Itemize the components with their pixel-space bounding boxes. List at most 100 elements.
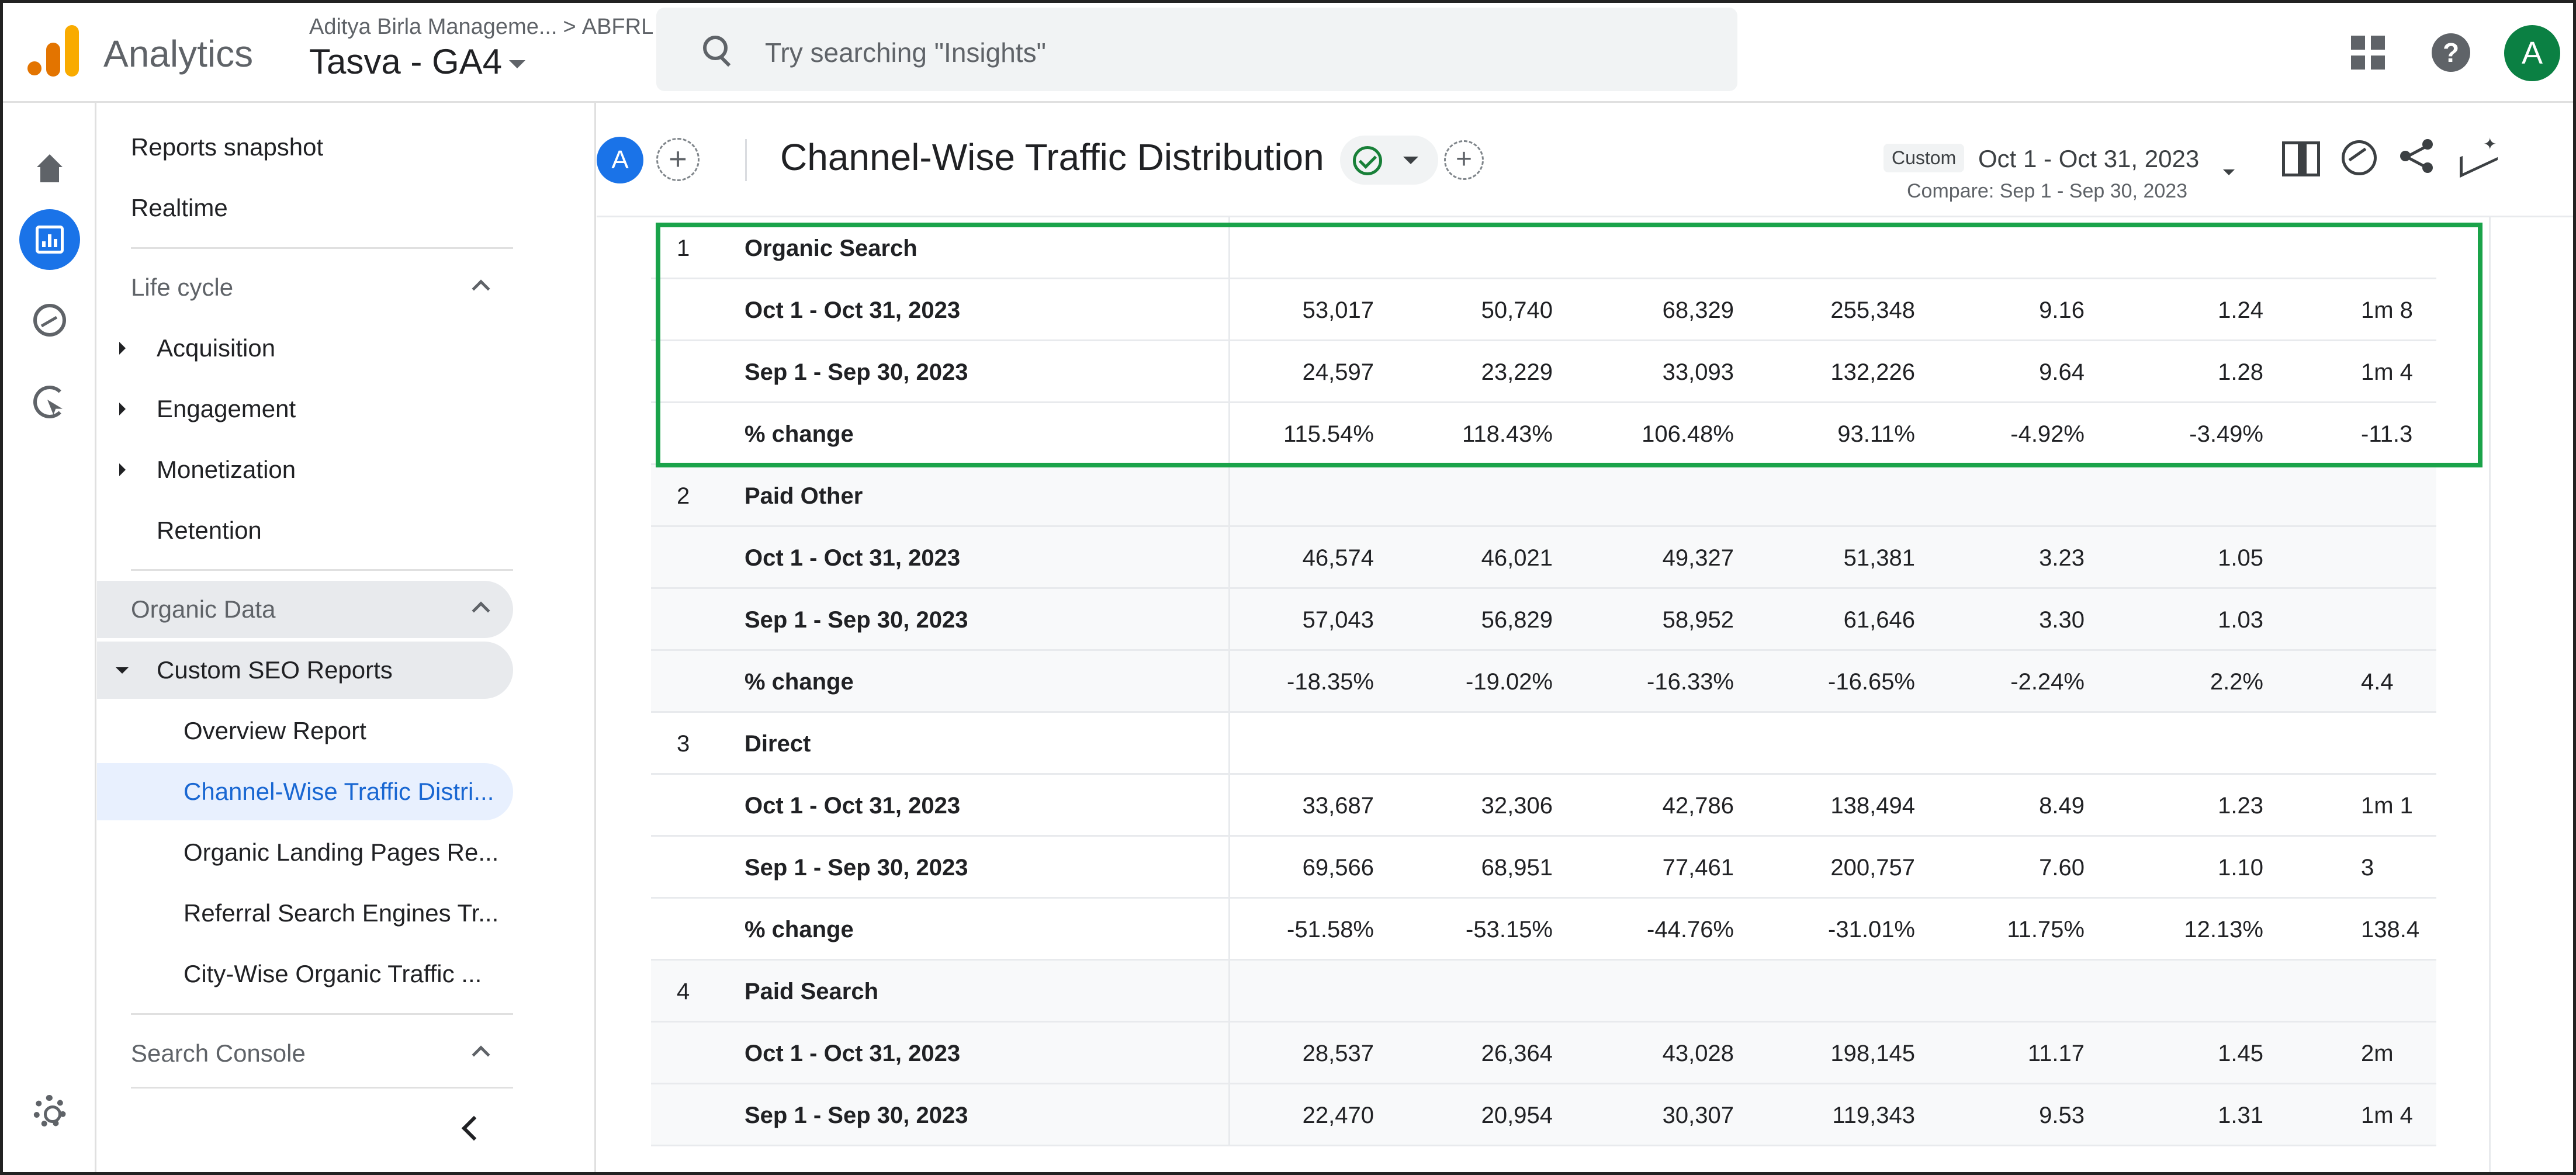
nav-acquisition[interactable]: Acquisition (97, 320, 513, 377)
reports-icon (36, 226, 64, 254)
metric-cell: -19.02% (1466, 669, 1553, 695)
nav-monetization[interactable]: Monetization (97, 441, 513, 498)
share-icon[interactable] (2399, 138, 2436, 175)
metric-cell: 46,574 (1302, 545, 1374, 571)
date-range-label: % change (745, 917, 854, 942)
metric-cell: 26,364 (1481, 1041, 1553, 1066)
metric-cell: 33,093 (1662, 359, 1734, 385)
advertising-icon (33, 386, 66, 418)
nav-overview-report[interactable]: Overview Report (97, 702, 513, 760)
rail-advertising-button[interactable] (19, 372, 80, 432)
search-bar[interactable]: Try searching "Insights" (656, 8, 1737, 91)
nav-label: Organic Data (131, 595, 276, 623)
apps-grid-icon[interactable] (2351, 36, 2385, 70)
report-title: Channel-Wise Traffic Distribution (780, 136, 1324, 178)
compare-icon[interactable] (2279, 138, 2320, 176)
account-breadcrumb[interactable]: Aditya Birla Manageme... > ABFRL (309, 15, 653, 40)
metric-cell: 33,687 (1302, 793, 1374, 819)
table-row[interactable]: Oct 1 - Oct 31, 2023 53,017 50,740 68,329 25… (651, 279, 2436, 341)
row-number: 4 (677, 979, 690, 1004)
nav-engagement[interactable]: Engagement (97, 380, 513, 438)
date-range-picker[interactable]: Oct 1 - Oct 31, 2023 (1978, 145, 2200, 172)
metric-cell: 42,786 (1662, 793, 1734, 819)
nav-label: Retention (157, 517, 262, 544)
search-input[interactable]: Try searching "Insights" (765, 37, 1046, 68)
nav-label: City-Wise Organic Traffic ... (183, 960, 482, 987)
channel-group-row[interactable]: 4 Paid Search (651, 961, 2436, 1023)
nav-realtime[interactable]: Realtime (97, 179, 513, 237)
metric-cell: 1.23 (2218, 793, 2263, 819)
nav-section-search-console[interactable]: Search Console (97, 1025, 513, 1082)
nav-custom-seo-reports[interactable]: Custom SEO Reports (97, 642, 513, 699)
metric-cell: 57,043 (1302, 607, 1374, 633)
nav-label: Overview Report (183, 717, 366, 744)
compare-range[interactable]: Compare: Sep 1 - Sep 30, 2023 (1907, 180, 2188, 202)
nav-section-organic-data[interactable]: Organic Data (97, 581, 513, 638)
table-row[interactable]: % change -18.35% -19.02% -16.33% -16.65% -2.2… (651, 651, 2436, 713)
add-filter-button[interactable]: + (1444, 140, 1484, 180)
metric-cell: -11.3 (2361, 421, 2413, 447)
nav-referral-search-engines[interactable]: Referral Search Engines Tr... (97, 885, 513, 942)
metric-cell: 1m 1 (2361, 793, 2413, 819)
help-icon[interactable]: ? (2432, 33, 2470, 72)
table-row[interactable]: Sep 1 - Sep 30, 2023 22,470 20,954 30,307 11… (651, 1084, 2436, 1146)
metric-cell: 77,461 (1662, 855, 1734, 881)
date-chip[interactable]: Custom (1883, 144, 1965, 172)
metric-cell: 56,829 (1481, 607, 1553, 633)
table-row[interactable]: Sep 1 - Sep 30, 2023 69,566 68,951 77,461 20… (651, 837, 2436, 899)
chevron-up-icon (472, 279, 490, 298)
table-row[interactable]: Oct 1 - Oct 31, 2023 28,537 26,364 43,028 19… (651, 1023, 2436, 1084)
row-number: 1 (677, 235, 690, 261)
metric-cell: -18.35% (1287, 669, 1374, 695)
channel-group-row[interactable]: 3 Direct (651, 713, 2436, 775)
data-table: 1 Organic Search Oct 1 - Oct 31, 2023 53,01… (651, 217, 2436, 1146)
metric-cell: 132,226 (1830, 359, 1915, 385)
header-divider (745, 139, 747, 181)
app-name[interactable]: Analytics (103, 33, 254, 75)
metric-cell: 30,307 (1662, 1103, 1734, 1128)
comparison-avatar[interactable]: A (597, 137, 643, 183)
nav-channel-wise-traffic[interactable]: Channel-Wise Traffic Distri... (97, 763, 513, 820)
table-row[interactable]: Oct 1 - Oct 31, 2023 33,687 32,306 42,786 13… (651, 775, 2436, 837)
table-row[interactable]: Sep 1 - Sep 30, 2023 57,043 56,829 58,952 61… (651, 589, 2436, 651)
chevron-left-icon[interactable] (461, 1115, 487, 1141)
nav-city-wise-organic[interactable]: City-Wise Organic Traffic ... (97, 945, 513, 1003)
rail-admin-button[interactable] (19, 1081, 80, 1142)
trend-sparkle-icon[interactable] (2459, 134, 2497, 175)
metric-cell: 255,348 (1830, 297, 1915, 323)
channel-group-row[interactable]: 1 Organic Search (651, 217, 2436, 279)
table-row[interactable]: % change -51.58% -53.15% -44.76% -31.01% 11.7… (651, 899, 2436, 961)
table-row[interactable]: % change 115.54% 118.43% 106.48% 93.11% -4.92… (651, 403, 2436, 465)
account-avatar[interactable]: A (2504, 25, 2560, 81)
date-range-label: Sep 1 - Sep 30, 2023 (745, 607, 968, 633)
metric-cell: 49,327 (1662, 545, 1734, 571)
table-row[interactable]: Sep 1 - Sep 30, 2023 24,597 23,229 33,093 13… (651, 341, 2436, 403)
report-status-dropdown[interactable] (1340, 136, 1438, 185)
metric-cell: 1.24 (2218, 297, 2263, 323)
add-comparison-button[interactable]: + (656, 138, 700, 181)
metric-cell: 46,021 (1481, 545, 1553, 571)
metric-cell: 1.05 (2218, 545, 2263, 571)
property-selector[interactable]: Tasva - GA4 (309, 41, 526, 82)
insights-icon[interactable] (2339, 138, 2377, 175)
rail-home-button[interactable] (19, 138, 80, 199)
metric-cell: 51,381 (1843, 545, 1915, 571)
caret-down-icon[interactable] (2223, 169, 2235, 175)
nav-label: Custom SEO Reports (157, 656, 393, 684)
metric-cell: 8.49 (2039, 793, 2085, 819)
nav-section-life-cycle[interactable]: Life cycle (97, 259, 513, 316)
nav-label: Reports snapshot (131, 133, 324, 161)
rail-reports-button[interactable] (19, 209, 80, 270)
nav-organic-landing-pages[interactable]: Organic Landing Pages Re... (97, 824, 513, 881)
nav-reports-snapshot[interactable]: Reports snapshot (97, 119, 513, 176)
column-divider (1228, 775, 1230, 837)
nav-divider (131, 247, 513, 249)
metric-cell: 20,954 (1481, 1103, 1553, 1128)
rail-explore-button[interactable] (19, 290, 80, 351)
table-row[interactable]: Oct 1 - Oct 31, 2023 46,574 46,021 49,327 51… (651, 527, 2436, 589)
analytics-logo-icon[interactable] (27, 25, 79, 79)
column-divider (1228, 961, 1230, 1023)
row-number: 3 (677, 731, 690, 757)
nav-retention[interactable]: Retention (97, 502, 513, 559)
channel-group-row[interactable]: 2 Paid Other (651, 465, 2436, 527)
